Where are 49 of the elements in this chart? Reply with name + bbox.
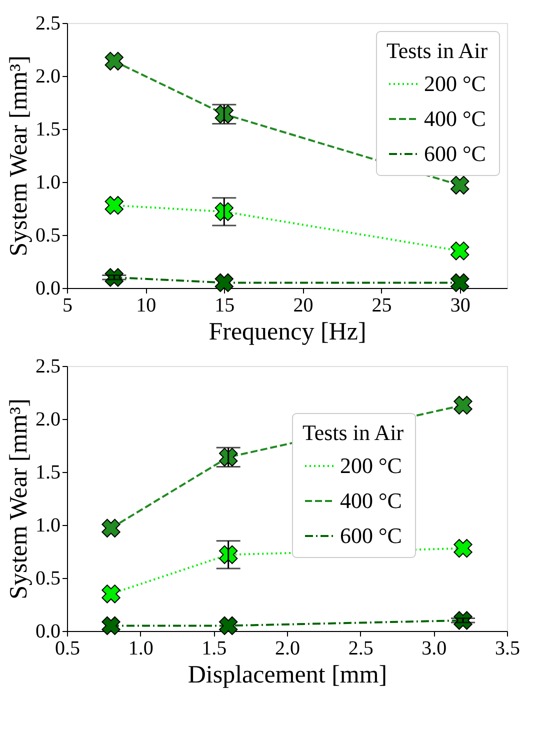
y-tick-label: 1.0 <box>36 172 60 194</box>
x-axis-title: Frequency [Hz] <box>208 318 366 346</box>
x-tick-label: 15 <box>214 294 235 316</box>
legend-label: 400 °C <box>424 106 486 131</box>
point <box>450 273 470 292</box>
legend-title: Tests in Air <box>386 38 488 63</box>
x-tick-label: 3.0 <box>422 638 447 660</box>
point <box>218 545 238 564</box>
y-tick-label: 0.5 <box>36 568 60 590</box>
x-tick-label: 10 <box>136 294 156 316</box>
point <box>214 202 234 222</box>
legend-title: Tests in Air <box>302 420 404 445</box>
point <box>450 242 470 260</box>
legend-label: 400 °C <box>340 488 402 513</box>
legend-label: 200 °C <box>340 453 402 478</box>
point <box>102 616 120 636</box>
y-tick-label: 2.0 <box>36 408 60 430</box>
point <box>450 176 470 195</box>
y-tick-label: 2.5 <box>36 356 60 378</box>
y-tick-label: 1.5 <box>36 118 60 140</box>
y-tick-label: 1.5 <box>36 462 60 484</box>
x-tick-label: 20 <box>293 294 314 316</box>
point <box>454 538 472 558</box>
y-tick-label: 2.0 <box>36 66 60 88</box>
legend-label: 600 °C <box>424 141 486 166</box>
point <box>214 273 234 292</box>
y-tick-label: 2.5 <box>36 12 60 34</box>
x-tick-label: 25 <box>372 294 392 316</box>
legend-label: 200 °C <box>424 71 486 96</box>
point <box>218 616 238 636</box>
x-tick-label: 2.0 <box>275 638 300 660</box>
x-axis-title: Displacement [mm] <box>188 662 388 688</box>
x-tick-label: 1.0 <box>128 638 154 660</box>
point <box>104 196 124 215</box>
y-axis-title: System Wear [mm³] <box>6 56 32 256</box>
point <box>102 518 120 538</box>
y-axis-title: System Wear [mm³] <box>6 398 32 600</box>
legend-label: 600 °C <box>340 523 402 548</box>
x-tick-label: 5 <box>62 294 72 316</box>
x-tick-label: 2.5 <box>348 638 374 660</box>
x-tick-label: 1.5 <box>202 638 227 660</box>
x-tick-label: 30 <box>450 294 470 316</box>
y-tick-label: 1.0 <box>36 514 60 536</box>
x-tick-label: 3.5 <box>495 638 520 660</box>
y-tick-label: 0.0 <box>36 278 60 300</box>
point <box>102 584 120 604</box>
point <box>454 396 472 415</box>
point <box>104 52 124 71</box>
y-tick-label: 0.5 <box>36 224 60 246</box>
